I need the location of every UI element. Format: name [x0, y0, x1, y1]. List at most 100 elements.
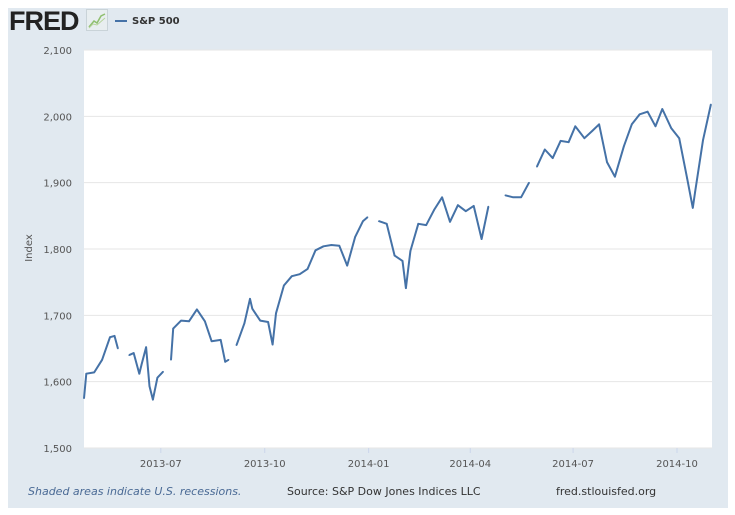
data-point	[691, 207, 694, 209]
data-point	[322, 245, 325, 248]
data-point	[227, 358, 230, 361]
data-point	[291, 275, 293, 277]
data-point	[235, 344, 238, 346]
data-point	[188, 320, 190, 323]
data-point	[504, 194, 507, 197]
data-point	[298, 273, 301, 276]
data-point	[377, 220, 380, 222]
data-point	[425, 224, 428, 226]
data-point	[678, 137, 681, 140]
data-point	[686, 177, 688, 180]
chart-trend-icon	[86, 9, 108, 31]
data-point	[93, 371, 95, 374]
data-point	[544, 148, 546, 151]
x-tick-label: 2014-04	[449, 459, 491, 470]
data-point	[405, 287, 407, 289]
data-point	[536, 165, 538, 168]
y-tick-label: 2,000	[43, 112, 72, 123]
data-point	[140, 363, 143, 366]
data-point	[449, 221, 451, 223]
series-line-segment	[170, 308, 230, 363]
source-note: Source: S&P Dow Jones Indices LLC	[287, 485, 481, 498]
data-point	[512, 196, 515, 199]
data-point	[314, 249, 317, 252]
site-link[interactable]: fred.stlouisfed.org	[556, 485, 657, 498]
y-tick-label: 1,900	[43, 179, 72, 190]
legend-label: S&P 500	[132, 16, 180, 27]
data-point	[646, 110, 649, 113]
data-point	[441, 196, 443, 199]
data-point	[638, 113, 641, 116]
data-point	[138, 372, 141, 375]
data-point	[306, 268, 309, 270]
x-tick-label: 2014-07	[552, 459, 594, 470]
data-point	[362, 220, 364, 222]
data-point	[117, 347, 119, 350]
data-point	[606, 161, 608, 163]
x-tick-label: 2014-10	[656, 459, 698, 470]
data-point	[224, 360, 226, 363]
data-point	[614, 175, 616, 178]
series-line-segment	[378, 196, 490, 290]
y-axis-title: Index	[24, 234, 35, 262]
data-point	[259, 319, 262, 322]
data-point	[152, 398, 154, 401]
legend: S&P 500	[115, 16, 180, 27]
data-point	[204, 320, 206, 323]
data-point	[464, 210, 467, 212]
data-point	[338, 244, 341, 247]
data-point	[393, 254, 396, 257]
data-point	[654, 125, 657, 128]
data-point	[172, 327, 175, 330]
data-point	[251, 307, 254, 310]
data-point	[694, 191, 696, 193]
data-point	[113, 335, 116, 337]
data-point	[409, 250, 412, 252]
recession-note: Shaded areas indicate U.S. recessions.	[28, 485, 242, 498]
data-point	[101, 358, 103, 361]
legend-swatch	[115, 20, 127, 22]
x-tick-label: 2014-01	[348, 459, 390, 470]
data-point	[591, 130, 594, 132]
data-point	[710, 103, 712, 106]
data-point	[162, 370, 164, 373]
data-point	[210, 340, 213, 343]
data-point	[366, 216, 369, 218]
data-point	[583, 137, 586, 140]
data-point	[354, 236, 356, 238]
data-point	[417, 222, 420, 225]
data-point	[598, 123, 600, 126]
data-point	[487, 205, 490, 208]
series-line-segment	[505, 182, 530, 199]
data-point	[385, 222, 388, 225]
data-point	[401, 260, 404, 262]
data-point	[702, 139, 704, 142]
series-line-segment	[535, 104, 712, 209]
data-point	[196, 308, 198, 311]
y-tick-label: 1,800	[43, 245, 72, 256]
data-point	[83, 397, 85, 400]
data-point	[243, 322, 246, 325]
data-point	[330, 244, 333, 246]
data-point	[661, 108, 664, 110]
x-tick-label: 2013-07	[140, 459, 182, 470]
data-point	[148, 385, 151, 388]
data-point	[267, 321, 269, 323]
data-point	[520, 196, 522, 199]
data-point	[346, 264, 348, 267]
data-point	[574, 125, 577, 128]
data-point	[249, 297, 251, 300]
data-point	[128, 354, 130, 356]
data-point	[275, 312, 277, 315]
data-point	[170, 358, 172, 361]
data-point	[180, 319, 182, 322]
data-point	[85, 372, 88, 375]
data-point	[457, 204, 459, 207]
data-point	[433, 209, 435, 211]
data-point	[567, 141, 570, 144]
fred-logo[interactable]: FRED	[9, 6, 79, 36]
data-point	[528, 181, 530, 184]
y-tick-label: 1,700	[43, 311, 72, 322]
data-point	[670, 127, 673, 130]
